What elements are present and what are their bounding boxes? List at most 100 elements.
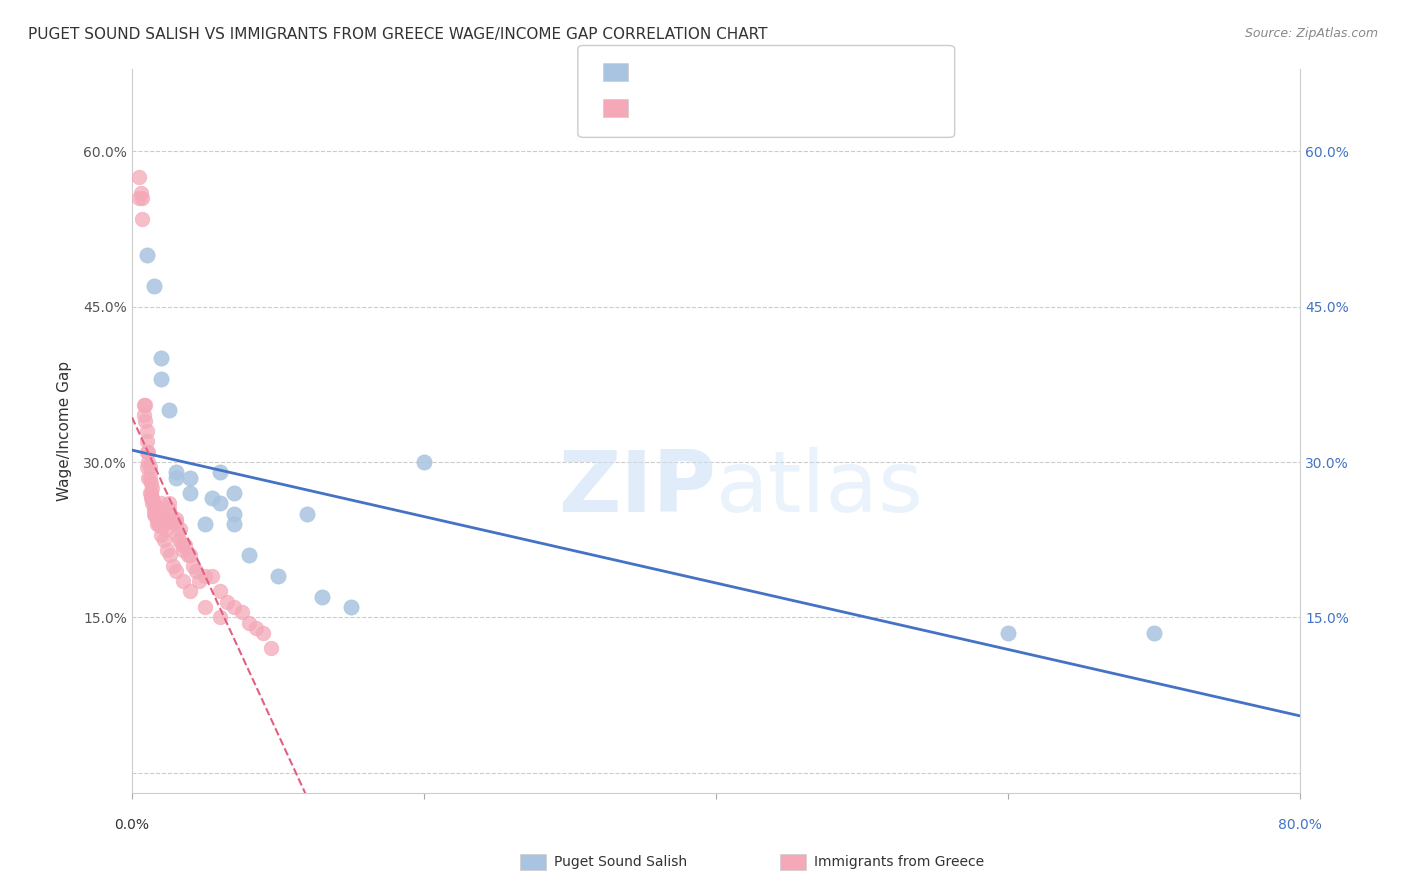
Point: [138, 460, 160, 475]
Point: [208, 610, 231, 624]
Point: [224, 599, 246, 614]
Point: [201, 491, 224, 506]
Point: [132, 398, 155, 412]
Text: 80.0%: 80.0%: [1278, 818, 1322, 832]
Point: [188, 574, 211, 588]
Point: [142, 507, 165, 521]
Point: [162, 558, 184, 573]
Point: [238, 615, 260, 630]
Point: [172, 574, 194, 588]
Point: [150, 372, 173, 386]
Point: [267, 569, 290, 583]
Point: [146, 517, 169, 532]
Point: [136, 444, 159, 458]
Point: [157, 403, 180, 417]
Text: N =: N =: [747, 65, 786, 79]
Point: [141, 481, 163, 495]
Point: [165, 515, 187, 529]
Point: [134, 398, 156, 412]
Point: [153, 517, 176, 532]
Point: [194, 599, 217, 614]
Point: [139, 491, 162, 506]
Point: [149, 519, 172, 533]
Point: [173, 538, 195, 552]
Point: [208, 466, 231, 480]
Point: [152, 508, 174, 523]
Point: [165, 564, 187, 578]
Text: atlas: atlas: [716, 448, 924, 531]
Point: [179, 486, 201, 500]
Point: [128, 191, 150, 205]
Point: [201, 569, 224, 583]
Point: [215, 595, 238, 609]
Point: [224, 486, 246, 500]
Point: [142, 501, 165, 516]
Text: ZIP: ZIP: [558, 448, 716, 531]
Point: [135, 460, 157, 475]
Point: [135, 424, 157, 438]
Point: [238, 548, 260, 562]
Point: [136, 455, 159, 469]
Point: [224, 507, 246, 521]
Text: R =: R =: [643, 101, 672, 115]
Point: [128, 170, 150, 185]
Point: [208, 584, 231, 599]
Point: [170, 538, 193, 552]
Point: [997, 626, 1019, 640]
Point: [131, 211, 153, 226]
Text: Puget Sound Salish: Puget Sound Salish: [554, 855, 688, 869]
Point: [165, 466, 187, 480]
Text: 0.0%: 0.0%: [114, 818, 149, 832]
Point: [135, 434, 157, 449]
Point: [157, 496, 180, 510]
Point: [157, 501, 180, 516]
Point: [179, 548, 201, 562]
Point: [169, 522, 191, 536]
Point: [167, 533, 190, 547]
Point: [149, 517, 172, 532]
Y-axis label: Wage/Income Gap: Wage/Income Gap: [58, 361, 72, 501]
Point: [142, 496, 165, 510]
Point: [159, 548, 181, 562]
Point: [194, 517, 217, 532]
Point: [208, 496, 231, 510]
Point: [139, 486, 162, 500]
Point: [136, 470, 159, 484]
Point: [194, 569, 217, 583]
Point: [132, 409, 155, 423]
Point: [245, 621, 267, 635]
Point: [297, 507, 319, 521]
Point: [179, 470, 201, 484]
Point: [413, 455, 436, 469]
Point: [135, 248, 157, 262]
Point: [165, 470, 187, 484]
Point: [148, 515, 170, 529]
Point: [176, 548, 198, 562]
Point: [224, 517, 246, 532]
Point: [141, 496, 163, 510]
Point: [129, 186, 152, 200]
Point: [311, 590, 333, 604]
Point: [1143, 626, 1166, 640]
Point: [183, 558, 205, 573]
Point: [134, 414, 156, 428]
Point: [172, 543, 194, 558]
Text: -0.465: -0.465: [679, 65, 728, 79]
Point: [145, 507, 167, 521]
Point: [148, 512, 170, 526]
Text: -0.034: -0.034: [679, 101, 728, 115]
Point: [146, 512, 169, 526]
Point: [139, 475, 162, 490]
Point: [138, 470, 160, 484]
Text: 24: 24: [789, 65, 808, 79]
Point: [131, 191, 153, 205]
Point: [162, 515, 184, 529]
Point: [340, 599, 363, 614]
Point: [150, 496, 173, 510]
Point: [179, 584, 201, 599]
Point: [150, 351, 173, 366]
Point: [186, 564, 208, 578]
Point: [260, 641, 283, 656]
Point: [166, 527, 188, 541]
Text: N =: N =: [747, 101, 786, 115]
